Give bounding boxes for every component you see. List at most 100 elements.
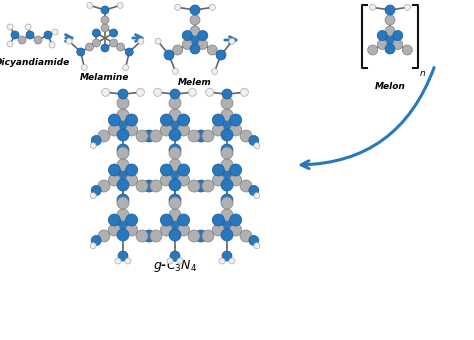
Circle shape xyxy=(169,144,181,156)
Circle shape xyxy=(221,209,233,221)
Circle shape xyxy=(188,230,200,242)
Circle shape xyxy=(240,88,248,96)
Circle shape xyxy=(178,224,190,236)
Circle shape xyxy=(87,2,93,8)
Circle shape xyxy=(169,179,181,191)
Circle shape xyxy=(221,159,233,171)
Circle shape xyxy=(160,124,173,136)
Circle shape xyxy=(254,143,260,149)
Circle shape xyxy=(143,230,155,242)
Circle shape xyxy=(90,243,96,249)
Circle shape xyxy=(212,224,224,236)
Circle shape xyxy=(117,147,129,159)
Circle shape xyxy=(125,48,133,56)
Circle shape xyxy=(160,214,173,226)
Circle shape xyxy=(109,39,118,47)
Circle shape xyxy=(109,29,118,37)
Circle shape xyxy=(169,209,181,221)
Circle shape xyxy=(18,36,26,44)
Circle shape xyxy=(7,24,13,30)
Circle shape xyxy=(170,251,180,261)
Circle shape xyxy=(25,24,31,30)
Circle shape xyxy=(34,36,42,44)
Circle shape xyxy=(118,89,128,99)
Circle shape xyxy=(385,5,395,15)
Circle shape xyxy=(240,230,252,242)
Circle shape xyxy=(173,45,182,55)
Circle shape xyxy=(221,229,233,241)
Circle shape xyxy=(170,89,180,99)
Circle shape xyxy=(150,230,162,242)
Circle shape xyxy=(126,224,137,236)
Circle shape xyxy=(155,38,161,44)
Circle shape xyxy=(91,186,101,196)
Circle shape xyxy=(221,144,233,156)
Circle shape xyxy=(126,174,137,186)
Circle shape xyxy=(222,170,232,180)
Circle shape xyxy=(230,214,242,226)
Circle shape xyxy=(101,6,109,14)
Circle shape xyxy=(230,224,242,236)
Circle shape xyxy=(167,258,173,264)
Circle shape xyxy=(138,38,144,44)
Text: Melem: Melem xyxy=(178,78,212,87)
Circle shape xyxy=(222,251,232,261)
Circle shape xyxy=(117,43,125,51)
Circle shape xyxy=(118,251,128,261)
Circle shape xyxy=(109,164,120,176)
Circle shape xyxy=(221,194,233,206)
Circle shape xyxy=(377,39,387,50)
Circle shape xyxy=(240,180,252,192)
Circle shape xyxy=(221,109,233,121)
Circle shape xyxy=(160,224,173,236)
Circle shape xyxy=(211,68,218,74)
Circle shape xyxy=(49,42,55,48)
Text: Melamine: Melamine xyxy=(80,73,130,82)
Circle shape xyxy=(195,180,207,192)
Circle shape xyxy=(178,124,190,136)
Circle shape xyxy=(170,170,180,180)
Circle shape xyxy=(385,15,395,25)
Circle shape xyxy=(118,220,128,230)
Circle shape xyxy=(169,229,181,241)
Circle shape xyxy=(126,114,137,126)
Circle shape xyxy=(254,243,260,249)
Circle shape xyxy=(77,48,85,56)
Circle shape xyxy=(90,143,96,149)
Circle shape xyxy=(26,31,34,39)
Circle shape xyxy=(190,44,200,54)
Circle shape xyxy=(170,120,180,130)
Circle shape xyxy=(221,197,233,209)
Circle shape xyxy=(118,120,128,130)
Circle shape xyxy=(178,214,190,226)
Circle shape xyxy=(377,31,387,40)
Circle shape xyxy=(393,39,403,50)
Circle shape xyxy=(101,88,109,96)
Circle shape xyxy=(92,29,100,37)
Circle shape xyxy=(101,16,109,24)
Circle shape xyxy=(249,186,259,196)
Circle shape xyxy=(174,4,181,10)
Circle shape xyxy=(178,174,190,186)
Circle shape xyxy=(126,214,137,226)
Circle shape xyxy=(136,230,148,242)
Circle shape xyxy=(169,147,181,159)
Text: Melon: Melon xyxy=(374,82,405,91)
Circle shape xyxy=(210,4,215,10)
Circle shape xyxy=(219,258,225,264)
Circle shape xyxy=(173,68,178,74)
Circle shape xyxy=(52,29,58,35)
Circle shape xyxy=(229,38,235,44)
Circle shape xyxy=(92,39,100,47)
Circle shape xyxy=(169,129,181,141)
Circle shape xyxy=(118,170,128,180)
Circle shape xyxy=(230,174,242,186)
Circle shape xyxy=(202,230,214,242)
Circle shape xyxy=(117,159,129,171)
Circle shape xyxy=(109,124,120,136)
Circle shape xyxy=(143,180,155,192)
Circle shape xyxy=(117,97,129,109)
Circle shape xyxy=(126,124,137,136)
Circle shape xyxy=(212,124,224,136)
Circle shape xyxy=(98,180,110,192)
